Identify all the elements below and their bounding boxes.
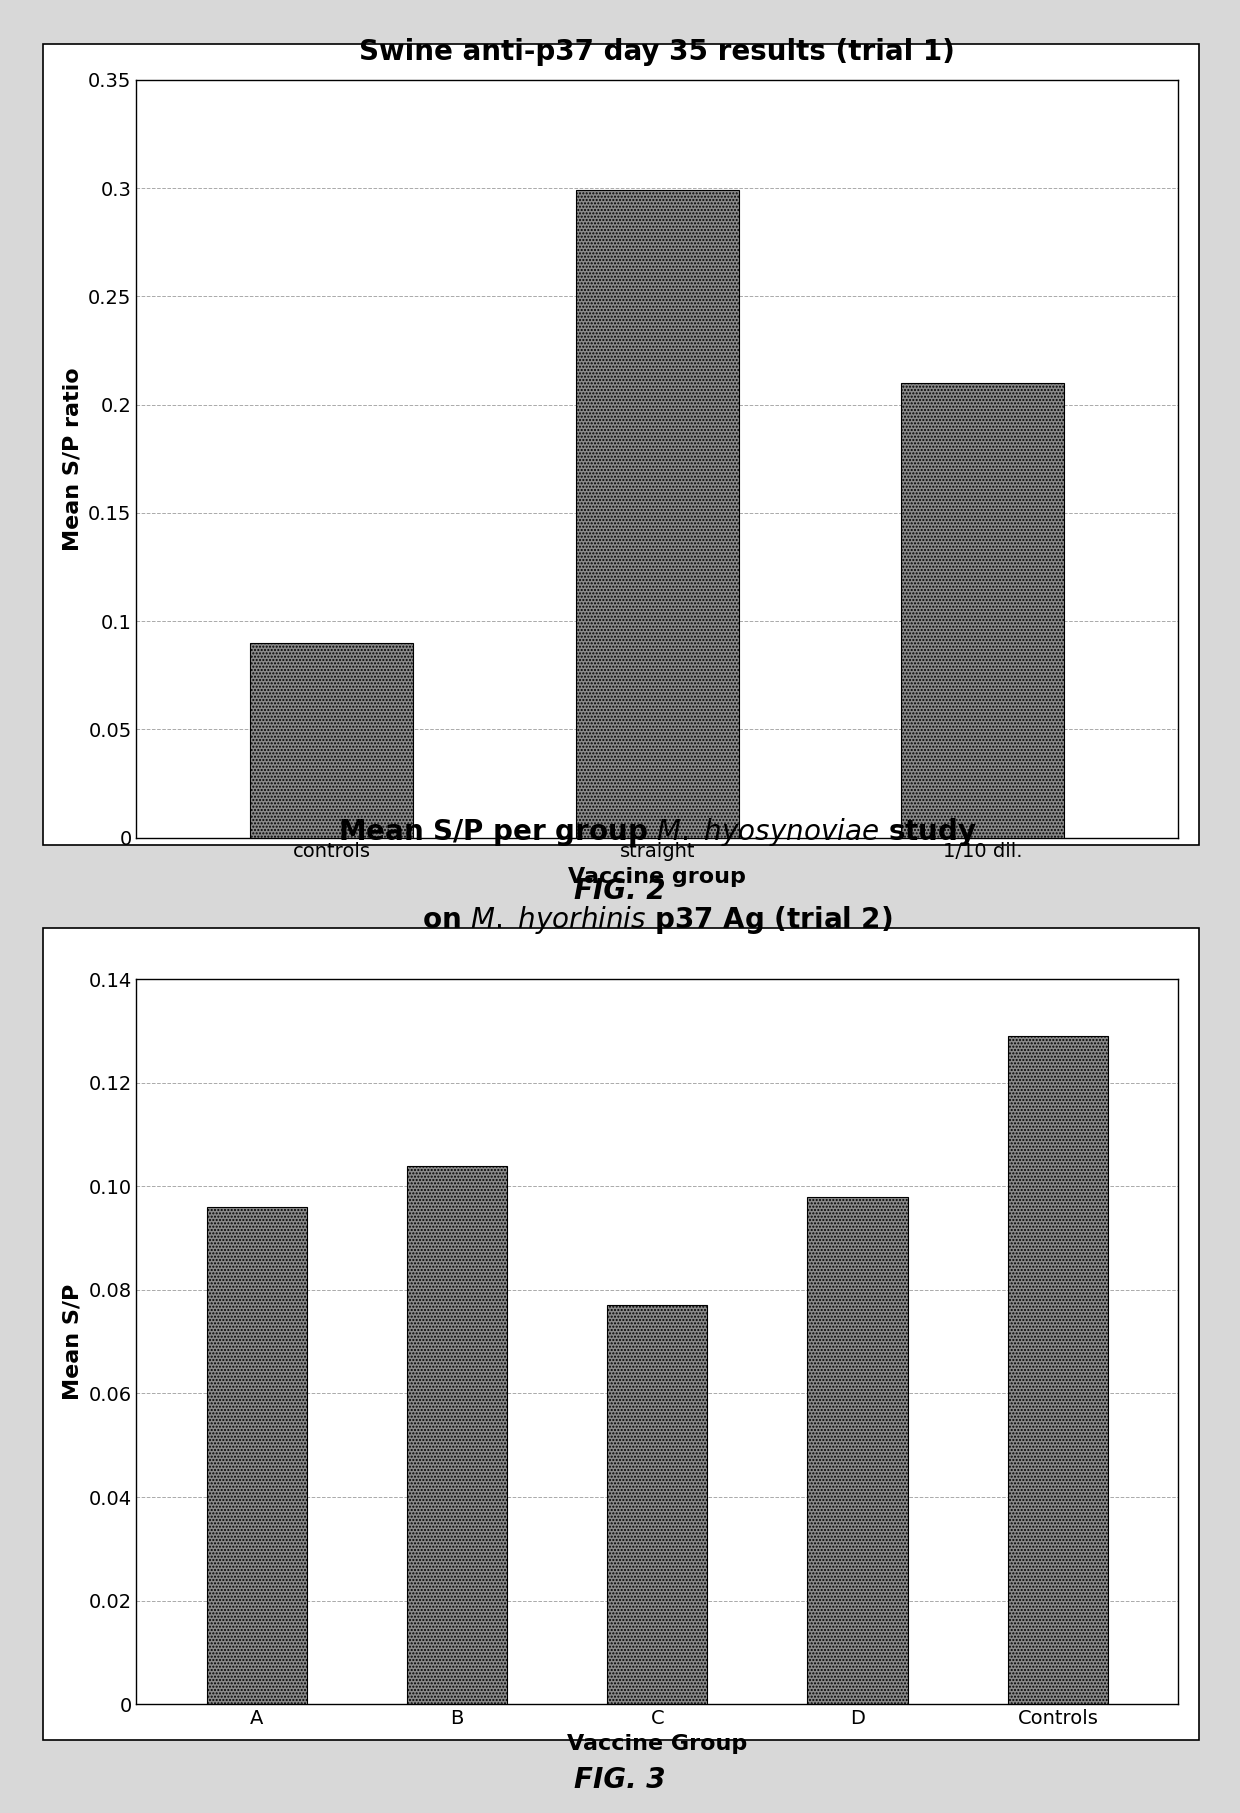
Bar bbox=[807, 1197, 908, 1704]
Bar bbox=[407, 1166, 507, 1704]
Text: FIG. 3: FIG. 3 bbox=[574, 1766, 666, 1793]
Bar bbox=[901, 383, 1064, 838]
Text: Mean S/P per group $\mathbf{\mathit{M.\ hyosynoviae}}$ study: Mean S/P per group $\mathbf{\mathit{M.\ … bbox=[337, 816, 977, 848]
Title: Swine anti-p37 day 35 results (trial 1): Swine anti-p37 day 35 results (trial 1) bbox=[360, 38, 955, 67]
X-axis label: Vaccine Group: Vaccine Group bbox=[567, 1733, 748, 1753]
Y-axis label: Mean S/P ratio: Mean S/P ratio bbox=[62, 366, 83, 551]
Bar bbox=[575, 190, 739, 838]
Bar bbox=[250, 644, 413, 838]
Text: on $\mathbf{\mathit{M.\ hyorhinis}}$ p37 Ag (trial 2): on $\mathbf{\mathit{M.\ hyorhinis}}$ p37… bbox=[422, 903, 893, 936]
Bar bbox=[207, 1207, 306, 1704]
Text: FIG. 2: FIG. 2 bbox=[574, 877, 666, 905]
Bar bbox=[608, 1305, 707, 1704]
X-axis label: Vaccine group: Vaccine group bbox=[568, 867, 746, 887]
Bar bbox=[1008, 1035, 1107, 1704]
Y-axis label: Mean S/P: Mean S/P bbox=[63, 1284, 83, 1400]
